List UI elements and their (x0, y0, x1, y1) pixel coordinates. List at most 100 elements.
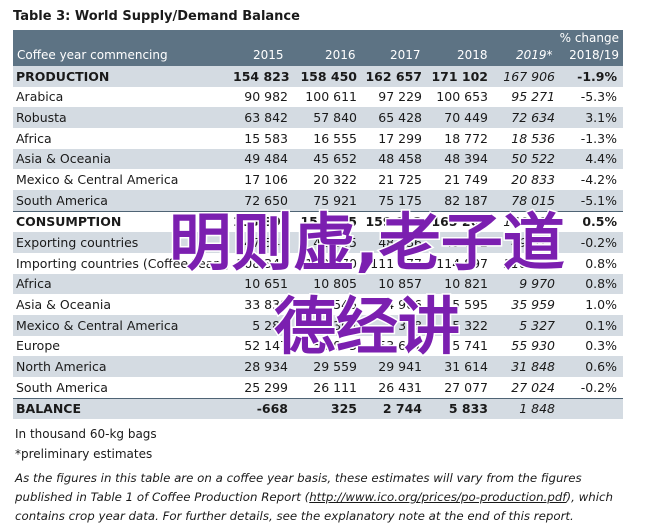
table-row: Africa 10 651 10 805 10 857 10 821 9 970 0.8% (13, 273, 623, 295)
row-value: 21 725 (378, 172, 422, 188)
row-change: -5.1% (563, 189, 623, 212)
note-text-1: As the figures in this table are on a co… (15, 471, 582, 504)
row-value: 165 269 (431, 214, 488, 230)
row-value: 108 343 (236, 255, 288, 271)
row-value: 34 906 (378, 297, 422, 313)
table-row: PRODUCTION 154 823 158 450 162 657 171 102 16… (13, 66, 623, 87)
row-value: 75 175 (365, 189, 430, 212)
row-label: BALANCE (13, 398, 233, 420)
row-label: Africa (13, 273, 233, 295)
table-row: South America 72 650 75 921 75 175 82 187 78 … (13, 189, 623, 212)
row-value: 48 355 (296, 232, 365, 253)
row-label: South America (13, 189, 233, 212)
row-label: South America (13, 376, 233, 399)
row-value: 35 959 (511, 297, 555, 313)
row-value: 48 394 (430, 148, 496, 170)
row-value: 34 546 (313, 297, 357, 313)
row-value: 82 187 (430, 189, 496, 212)
header-change-line2: 2018/19 (569, 48, 619, 62)
header-year-2015: 2015 (253, 48, 284, 62)
table-row: Asia & Oceania 33 839 34 546 34 906 35 595 35… (13, 294, 623, 315)
row-value: 167 906 (496, 66, 563, 87)
row-value: 5 304 (296, 314, 365, 336)
row-value: 29 941 (365, 356, 430, 377)
row-value: 162 657 (365, 66, 430, 87)
row-value: 20 833 (511, 172, 555, 188)
units-note: In thousand 60-kg bags (15, 427, 157, 441)
row-change: -1.9% (563, 66, 623, 87)
row-value: 63 842 (233, 107, 296, 128)
row-value: 100 611 (305, 89, 357, 105)
table-row: Importing countries (Coffee Years) 108 34… (13, 253, 623, 274)
row-value: 10 857 (365, 273, 430, 295)
row-value: 10 805 (296, 273, 365, 295)
row-value: 49 484 (233, 148, 296, 170)
row-change: -0.2% (563, 232, 623, 253)
row-value: 28 934 (233, 356, 296, 377)
table-row: Mexico & Central America 17 106 20 322 21 7… (13, 169, 623, 190)
row-value: 26 431 (365, 376, 430, 399)
row-value: 27 077 (430, 376, 496, 399)
header-year-2017: 2017 (390, 48, 421, 62)
row-value: 15 583 (244, 130, 288, 146)
row-value: 53 617 (378, 338, 422, 354)
row-value: 50 522 (496, 148, 563, 170)
row-change: -0.2% (563, 376, 623, 399)
row-value: 29 559 (296, 356, 365, 377)
row-value: 16 555 (313, 130, 357, 146)
row-value: 45 652 (296, 148, 365, 170)
table-row: Robusta 63 842 57 840 65 428 70 449 72 634 3.1… (13, 107, 623, 128)
header-label: Coffee year commencing (17, 48, 168, 62)
row-change: 4.4% (563, 148, 623, 170)
row-value: 31 614 (430, 356, 496, 377)
data-table: PRODUCTION 154 823 158 450 162 657 171 102 16… (13, 66, 623, 420)
row-label: Asia & Oceania (13, 148, 233, 170)
row-value: 17 299 (378, 130, 422, 146)
row-value: 27 024 (496, 376, 563, 399)
row-value: 26 111 (296, 376, 365, 399)
row-change: 0.1% (563, 314, 623, 336)
row-value: 5 283 (233, 314, 296, 336)
row-value: 21 749 (444, 172, 488, 188)
row-value: 1 848 (496, 398, 563, 420)
production-report-link[interactable]: http://www.ico.org/prices/po-production.… (309, 490, 567, 504)
header-year-2018: 2018 (457, 48, 488, 62)
row-change: 1.0% (585, 297, 617, 313)
row-value: 159 913 (365, 214, 422, 230)
row-value: 55 930 (511, 338, 555, 354)
header-change-line1: % change (559, 31, 619, 45)
table-header: Coffee year commencing 2015 2016 2017 20… (13, 30, 623, 66)
row-value: 97 229 (378, 89, 422, 105)
table-row: Africa 15 583 16 555 17 299 18 772 18 536 -1.3… (13, 128, 623, 149)
row-value: 18 536 (511, 130, 555, 146)
row-change: 0.8% (585, 255, 617, 271)
explanatory-note: As the figures in this table are on a co… (15, 469, 620, 526)
row-value: 75 921 (296, 189, 365, 212)
table-row: Asia & Oceania 49 484 45 652 48 458 48 394 50… (13, 148, 623, 170)
row-label: CONSUMPTION (16, 214, 122, 230)
row-value: 49 613 (496, 232, 563, 253)
row-label: Mexico & Central America (16, 172, 179, 188)
row-value: 57 840 (296, 107, 365, 128)
preliminary-note: *preliminary estimates (15, 447, 153, 461)
table-row: North America 28 934 29 559 29 941 31 614 31 … (13, 356, 623, 377)
row-label: Asia & Oceania (16, 297, 112, 313)
row-label: Arabica (16, 89, 64, 105)
row-label: Robusta (13, 107, 233, 128)
row-change: 0.6% (563, 356, 623, 377)
row-label: Africa (16, 130, 52, 146)
row-value: 53 063 (313, 338, 357, 354)
row-value: 109 770 (305, 255, 357, 271)
table-row: Mexico & Central America 5 283 5 304 5 328 5… (13, 314, 623, 336)
table-row: Exporting countries 47 548 48 355 48 736 49 … (13, 232, 623, 253)
row-value: 35 595 (444, 297, 488, 313)
table-row: Europe 52 147 53 063 53 617 55 741 55 930 0.3% (13, 336, 623, 357)
row-label: Europe (16, 338, 60, 354)
row-value: 70 449 (430, 107, 496, 128)
row-value: 52 147 (244, 338, 288, 354)
row-value: 48 736 (365, 232, 430, 253)
row-value: 116 445 (503, 255, 555, 271)
row-label: PRODUCTION (13, 66, 233, 87)
row-value: 72 650 (233, 189, 296, 212)
row-value: 78 015 (496, 189, 563, 212)
